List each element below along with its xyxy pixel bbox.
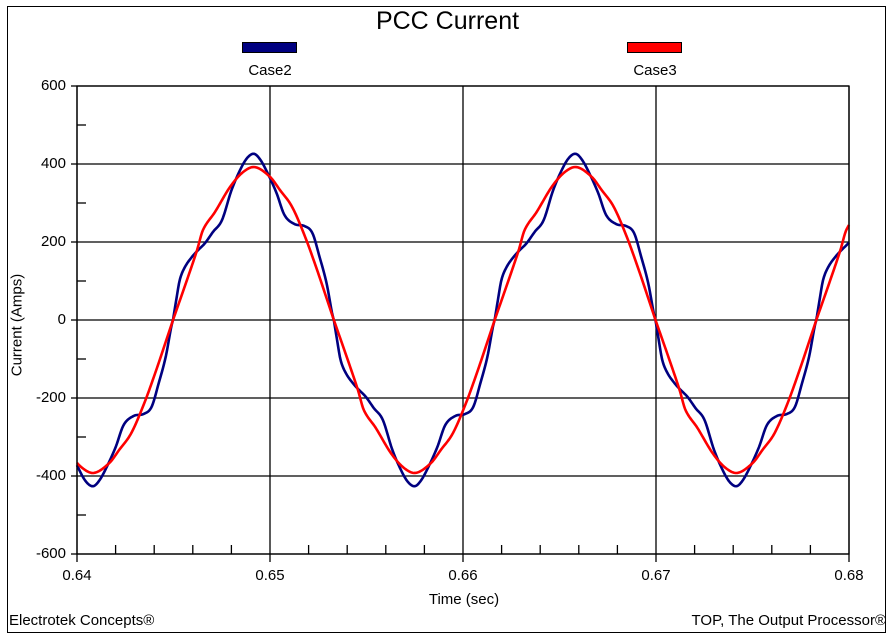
y-tick-label: -600: [35, 545, 66, 562]
y-tick-label: 200: [40, 233, 66, 250]
x-tick-label: 0.68: [834, 567, 864, 584]
x-tick-label: 0.67: [641, 567, 671, 584]
x-tick-label: 0.64: [62, 567, 92, 584]
legend-swatch-case2: [242, 42, 297, 53]
legend-swatch-case3: [627, 42, 682, 53]
footer-brand-left: Electrotek Concepts®: [9, 612, 155, 629]
plot-border: [76, 85, 850, 555]
chart-frame: [7, 6, 886, 633]
legend-label-case2: Case2: [248, 62, 292, 79]
x-tick-label: 0.66: [448, 567, 478, 584]
y-axis-label: Current (Amps): [8, 273, 26, 377]
y-tick-label: 0: [57, 311, 66, 328]
footer-brand-right: TOP, The Output Processor®: [691, 612, 886, 629]
y-tick-label: -400: [35, 467, 66, 484]
y-tick-label: 600: [40, 77, 66, 94]
series-case2-line: [75, 152, 851, 488]
x-axis-label: Time (sec): [428, 591, 500, 608]
series-case3-line: [76, 165, 851, 475]
y-tick-label: 400: [40, 155, 66, 172]
legend-label-case3: Case3: [633, 62, 677, 79]
x-tick-label: 0.65: [255, 567, 285, 584]
axis-ticks: [71, 85, 850, 562]
y-tick-label: -200: [35, 389, 66, 406]
chart-title: PCC Current: [375, 7, 520, 35]
